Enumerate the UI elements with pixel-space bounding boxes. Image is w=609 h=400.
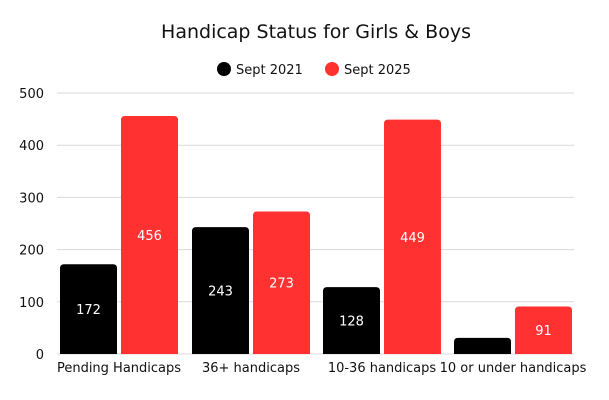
x-category-label: 36+ handicaps xyxy=(202,361,300,376)
legend-label: Sept 2025 xyxy=(344,63,411,78)
x-axis-categories: Pending Handicaps 36+ handicaps 10-36 hand… xyxy=(57,361,587,376)
data-label: 456 xyxy=(137,229,162,244)
bar-sept-2025-0 xyxy=(121,115,178,354)
bar-sept-2021-2 xyxy=(323,287,380,354)
bar-sept-2025-3 xyxy=(515,306,572,354)
x-category-label: 10 or under handicaps xyxy=(440,361,587,376)
bars xyxy=(60,115,572,354)
y-tick-label: 100 xyxy=(19,296,44,311)
y-tick-label: 300 xyxy=(19,191,44,206)
y-tick-label: 200 xyxy=(19,244,44,259)
bar-sept-2021-3 xyxy=(454,337,511,354)
legend-label: Sept 2021 xyxy=(236,63,303,78)
legend: Sept 2021 Sept 2025 xyxy=(217,62,411,78)
legend-marker xyxy=(217,62,231,76)
data-label: 172 xyxy=(76,303,101,318)
legend-marker xyxy=(325,62,339,76)
bar-sept-2021-0 xyxy=(60,264,117,354)
bar-sept-2025-1 xyxy=(253,211,310,354)
y-tick-label: 400 xyxy=(19,139,44,154)
chart-title: Handicap Status for Girls & Boys xyxy=(161,21,471,43)
bar-sept-2021-1 xyxy=(192,227,249,354)
bar-sept-2025-2 xyxy=(384,119,441,354)
x-category-label: 10-36 handicaps xyxy=(328,361,437,376)
data-label: 273 xyxy=(269,277,294,292)
data-label: 91 xyxy=(535,324,552,339)
data-label: 128 xyxy=(339,315,364,330)
y-tick-label: 500 xyxy=(19,87,44,102)
x-category-label: Pending Handicaps xyxy=(57,361,181,376)
data-labels: 172 243 128 456 273 449 91 xyxy=(76,229,552,339)
y-tick-label: 0 xyxy=(36,348,44,363)
data-label: 243 xyxy=(208,285,233,300)
data-label: 449 xyxy=(400,231,425,246)
y-axis-ticks: 0 100 200 300 400 500 xyxy=(19,87,44,363)
